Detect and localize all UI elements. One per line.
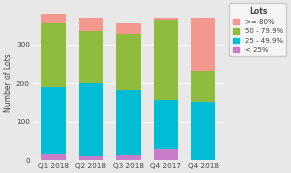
Bar bbox=[116, 23, 141, 34]
Bar bbox=[154, 100, 178, 148]
Bar bbox=[79, 31, 103, 83]
Bar bbox=[41, 87, 66, 154]
Legend: >= 80%, 50 - 79.9%, 25 - 49.9%, < 25%: >= 80%, 50 - 79.9%, 25 - 49.9%, < 25% bbox=[230, 3, 287, 56]
Bar bbox=[116, 90, 141, 155]
Y-axis label: Number of Lots: Number of Lots bbox=[4, 54, 13, 112]
Bar bbox=[79, 156, 103, 160]
Bar bbox=[154, 148, 178, 160]
Bar bbox=[41, 154, 66, 160]
Bar bbox=[116, 155, 141, 160]
Bar bbox=[191, 102, 215, 160]
Bar bbox=[41, 14, 66, 23]
Bar bbox=[154, 18, 178, 20]
Bar bbox=[79, 18, 103, 31]
Bar bbox=[154, 20, 178, 100]
Bar bbox=[191, 18, 215, 71]
Bar bbox=[79, 83, 103, 156]
Bar bbox=[41, 23, 66, 87]
Bar bbox=[116, 34, 141, 90]
Bar bbox=[191, 71, 215, 102]
